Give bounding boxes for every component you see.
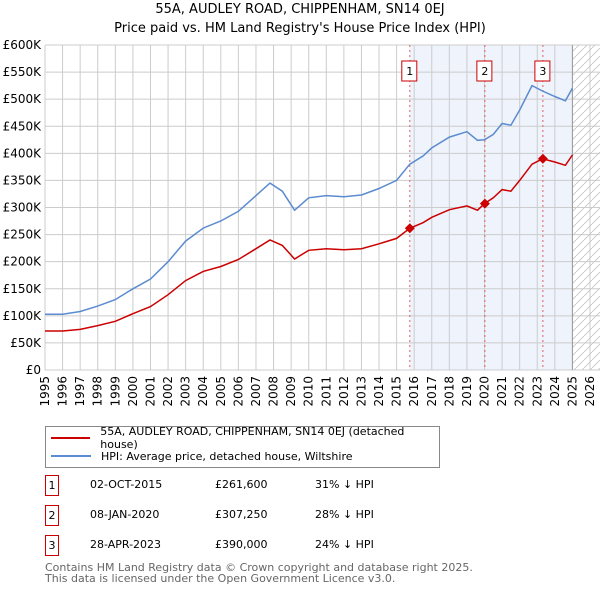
x-tick-label: 2022 [513, 376, 527, 407]
sale-marker-badge: 3 [45, 535, 59, 556]
y-tick-label: £250K [3, 228, 43, 242]
sale-label-box [401, 60, 418, 82]
sale-date: 28-APR-2023 [90, 538, 162, 551]
x-tick-label: 2013 [354, 376, 368, 407]
x-tick-label: 2007 [249, 376, 263, 407]
y-tick-label: £350K [3, 173, 43, 187]
y-tick-label: £100K [3, 309, 43, 323]
legend-item-hpi: HPI: Average price, detached house, Wilt… [51, 448, 353, 464]
plot-area: 1995 1996 1997 1998 1999 2000 2001 2002 2003 2004… [3, 38, 600, 407]
sale-label: 2 [481, 65, 488, 78]
x-tick-label: 2012 [337, 376, 351, 407]
sale-point [537, 153, 548, 164]
sale-hpi-diff: 31% ↓ HPI [315, 478, 374, 491]
sale-label: 1 [406, 65, 413, 78]
x-tick-label: 2011 [319, 376, 333, 407]
legend-swatch-red [51, 437, 91, 439]
x-tick-label: 2025 [565, 376, 579, 407]
series-line [45, 84, 574, 315]
sale-date: 08-JAN-2020 [90, 508, 160, 521]
sale-point [479, 198, 490, 209]
y-tick-label: £600K [3, 38, 43, 52]
sale-hpi-diff: 28% ↓ HPI [315, 508, 374, 521]
x-tick-label: 2015 [390, 376, 404, 407]
x-tick-label: 2003 [179, 376, 193, 407]
sale-marker-badge: 2 [45, 505, 59, 526]
x-tick-label: 2019 [460, 376, 474, 407]
series-line [45, 154, 574, 332]
x-tick-label: 2026 [583, 376, 597, 407]
x-tick-label: 1997 [73, 376, 87, 407]
y-tick-label: £0 [26, 363, 41, 377]
x-tick-label: 2001 [143, 376, 157, 407]
y-tick-label: £300K [3, 201, 43, 215]
x-tick-label: 2023 [530, 376, 544, 407]
sale-price: £261,600 [215, 478, 268, 491]
legend-label: HPI: Average price, detached house, Wilt… [101, 449, 353, 463]
x-tick-label: 1999 [108, 376, 122, 407]
x-tick-label: 1996 [56, 376, 70, 407]
footer-line-2: This data is licensed under the Open Gov… [45, 572, 396, 585]
x-tick-label: 2005 [214, 376, 228, 407]
sale-row: 1 02-OCT-2015 £261,600 31% ↓ HPI [45, 475, 445, 496]
sale-label-box [476, 60, 493, 82]
sale-price: £390,000 [215, 538, 268, 551]
sale-label-box [534, 60, 551, 82]
x-tick-label: 2009 [284, 376, 298, 407]
x-tick-label: 2008 [267, 376, 281, 407]
x-tick-label: 2017 [425, 376, 439, 407]
sale-label: 3 [539, 65, 546, 78]
x-tick-label: 2002 [161, 376, 175, 407]
legend-swatch-blue [51, 455, 91, 457]
x-tick-label: 2010 [302, 376, 316, 407]
y-tick-label: £400K [3, 146, 43, 160]
y-tick-label: £500K [3, 92, 43, 106]
legend: 55A, AUDLEY ROAD, CHIPPENHAM, SN14 0EJ (… [45, 425, 440, 468]
x-tick-label: 2024 [548, 376, 562, 407]
x-tick-label: 2016 [407, 376, 421, 407]
y-tick-label: £150K [3, 282, 43, 296]
sale-point [404, 223, 415, 234]
x-tick-label: 2020 [478, 376, 492, 407]
footer: Contains HM Land Registry data © Crown c… [45, 562, 473, 584]
x-tick-label: 2004 [196, 376, 210, 407]
footer-line-1: Contains HM Land Registry data © Crown c… [45, 561, 473, 574]
sale-marker-badge: 1 [45, 475, 59, 496]
legend-label: 55A, AUDLEY ROAD, CHIPPENHAM, SN14 0EJ (… [100, 425, 405, 451]
sale-price: £307,250 [215, 508, 268, 521]
legend-item-property: 55A, AUDLEY ROAD, CHIPPENHAM, SN14 0EJ (… [51, 425, 439, 451]
sale-row: 2 08-JAN-2020 £307,250 28% ↓ HPI [45, 505, 445, 526]
y-tick-label: £450K [3, 119, 43, 133]
x-tick-label: 2018 [442, 376, 456, 407]
x-tick-label: 2014 [372, 376, 386, 407]
x-tick-label: 1995 [38, 376, 52, 407]
y-tick-label: £50K [10, 336, 42, 350]
x-tick-label: 1998 [91, 376, 105, 407]
x-tick-label: 2006 [231, 376, 245, 407]
chart-title: 55A, AUDLEY ROAD, CHIPPENHAM, SN14 0EJ [155, 2, 445, 17]
y-tick-label: £200K [3, 255, 43, 269]
sale-hpi-diff: 24% ↓ HPI [315, 538, 374, 551]
sale-date: 02-OCT-2015 [90, 478, 163, 491]
x-tick-label: 2000 [126, 376, 140, 407]
x-tick-label: 2021 [495, 376, 509, 407]
chart-subtitle: Price paid vs. HM Land Registry's House … [114, 21, 486, 36]
y-tick-label: £550K [3, 65, 43, 79]
sale-row: 3 28-APR-2023 £390,000 24% ↓ HPI [45, 535, 445, 556]
